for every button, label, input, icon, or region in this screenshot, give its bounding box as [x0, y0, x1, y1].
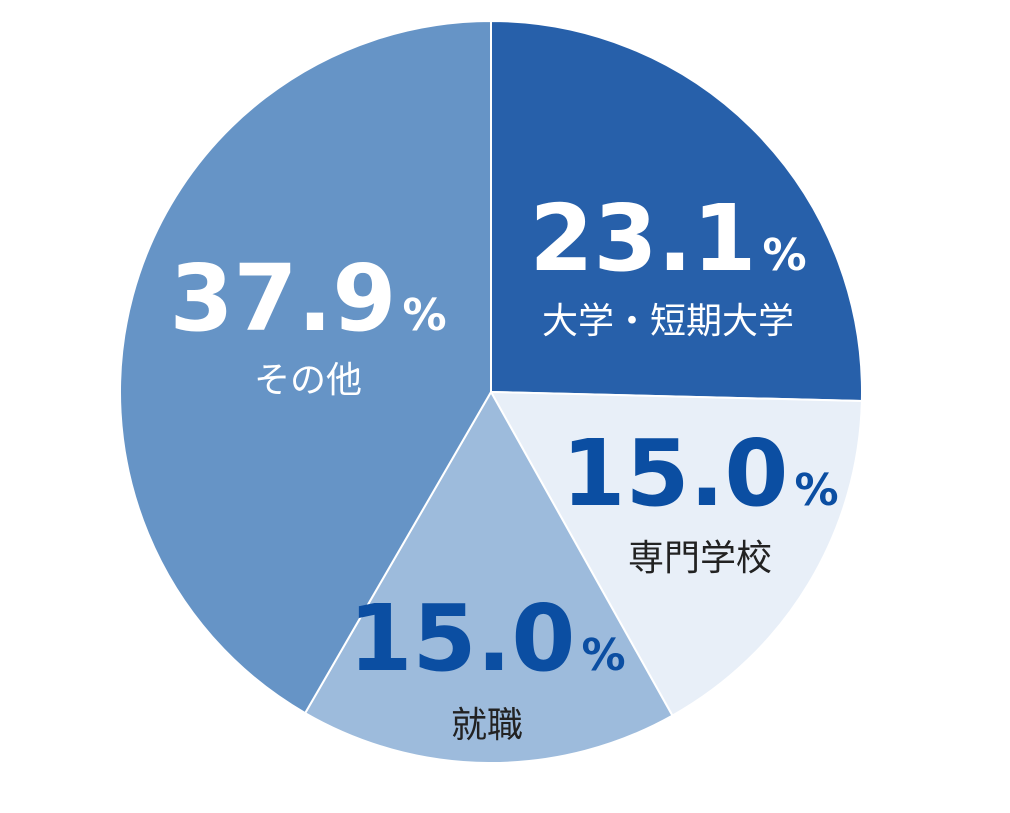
- slice-value-number: 15.0: [348, 585, 575, 692]
- slice-category-label: 大学・短期大学: [542, 301, 794, 342]
- slice-category-label: 就職: [451, 705, 523, 746]
- slice-value-label: 23.1%: [529, 185, 806, 292]
- slice-value-unit: %: [762, 230, 806, 281]
- slice-value-unit: %: [794, 465, 838, 516]
- pie-slice: [490, 19, 863, 402]
- slice-category-label: 専門学校: [628, 538, 772, 579]
- slice-value-label: 15.0%: [561, 420, 838, 527]
- slice-value-unit: %: [581, 630, 625, 681]
- slice-value-number: 15.0: [561, 420, 788, 527]
- slice-value-unit: %: [402, 290, 446, 341]
- pie-slice: [303, 389, 674, 764]
- slice-value-number: 23.1: [529, 185, 756, 292]
- slice-value-label: 15.0%: [348, 585, 625, 692]
- slice-value-label: 37.9%: [169, 245, 446, 352]
- pie-slice: [489, 390, 863, 717]
- pie-slices: [119, 19, 863, 764]
- slice-category-label: その他: [254, 360, 362, 401]
- pie-slice: [119, 19, 492, 715]
- slice-value-number: 37.9: [169, 245, 396, 352]
